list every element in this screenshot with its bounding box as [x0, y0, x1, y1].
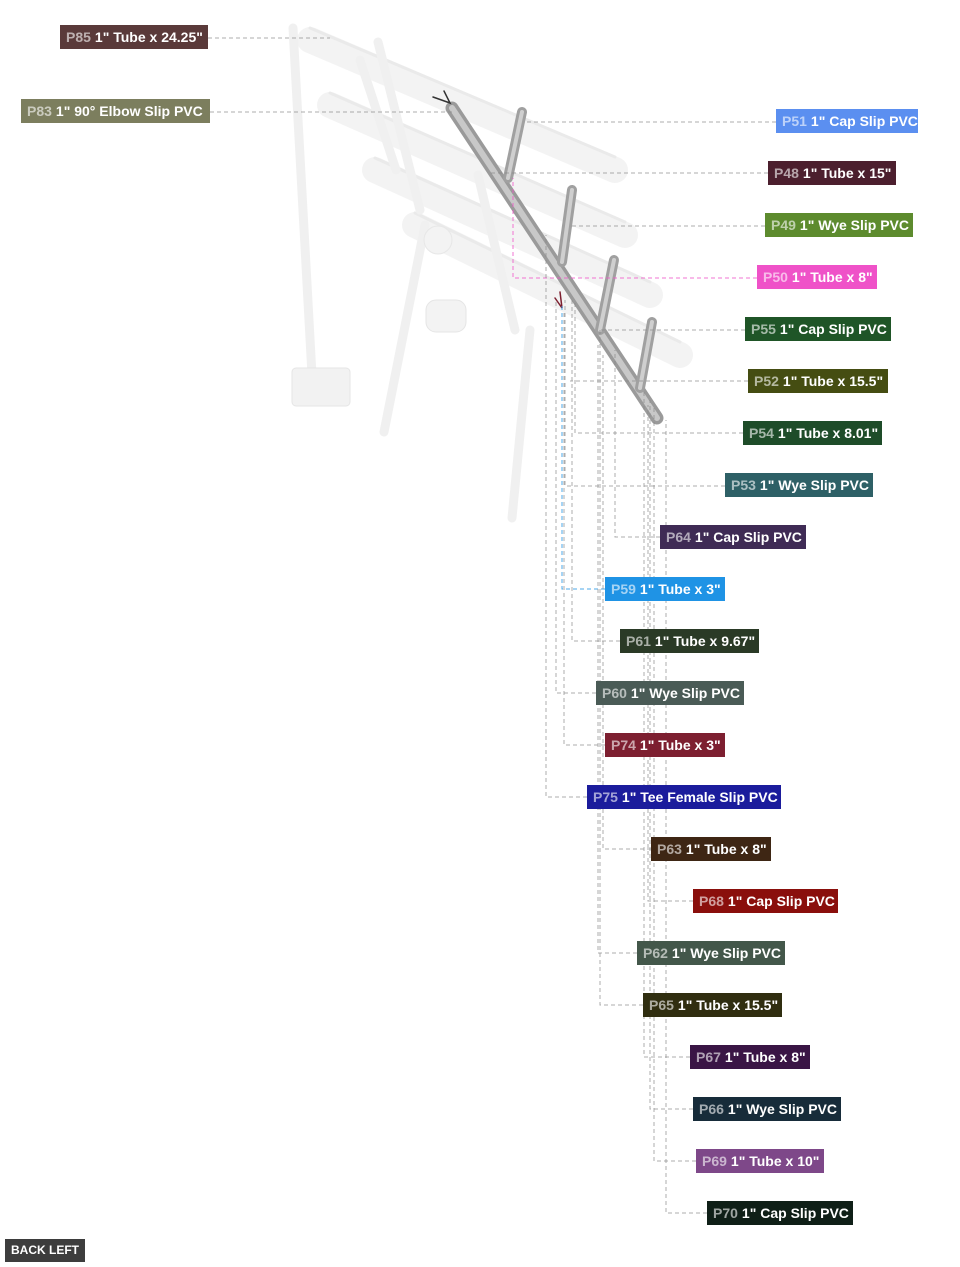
- part-description: 1" Tube x 8": [685, 841, 767, 857]
- part-description: 1" Wye Slip PVC: [671, 945, 782, 961]
- part-description: 1" Cap Slip PVC: [727, 893, 835, 909]
- part-id: P75: [593, 789, 618, 805]
- part-label-p67[interactable]: P67 1" Tube x 8": [690, 1045, 810, 1069]
- part-label-p63[interactable]: P63 1" Tube x 8": [651, 837, 771, 861]
- leader-line-p54: [574, 300, 743, 434]
- leader-line-p60: [555, 300, 596, 694]
- part-label-p69[interactable]: P69 1" Tube x 10": [696, 1149, 824, 1173]
- part-label-p75[interactable]: P75 1" Tee Female Slip PVC: [587, 785, 781, 809]
- part-label-p74[interactable]: P74 1" Tube x 3": [605, 733, 725, 757]
- leader-line-p66: [649, 400, 693, 1110]
- part-description: 1" Wye Slip PVC: [799, 217, 910, 233]
- part-label-p60[interactable]: P60 1" Wye Slip PVC: [596, 681, 744, 705]
- part-id: P60: [602, 685, 627, 701]
- part-id: P53: [731, 477, 756, 493]
- part-label-p83[interactable]: P83 1" 90° Elbow Slip PVC: [21, 99, 210, 123]
- part-label-p49[interactable]: P49 1" Wye Slip PVC: [765, 213, 913, 237]
- part-description: 1" Tube x 8": [724, 1049, 806, 1065]
- part-description: 1" Tube x 15": [802, 165, 892, 181]
- part-label-p50[interactable]: P50 1" Tube x 8": [757, 265, 877, 289]
- part-label-p70[interactable]: P70 1" Cap Slip PVC: [707, 1201, 853, 1225]
- part-id: P83: [27, 103, 52, 119]
- faded-rack-model: [288, 23, 693, 523]
- part-label-p51[interactable]: P51 1" Cap Slip PVC: [776, 109, 918, 133]
- part-label-p85[interactable]: P85 1" Tube x 24.25": [60, 25, 208, 49]
- part-label-p48[interactable]: P48 1" Tube x 15": [768, 161, 896, 185]
- part-label-p65[interactable]: P65 1" Tube x 15.5": [643, 993, 782, 1017]
- part-description: 1" Tube x 3": [639, 581, 721, 597]
- leader-line-p74: [563, 310, 605, 746]
- leader-line-p65: [599, 330, 643, 1006]
- part-description: 1" Cap Slip PVC: [779, 321, 887, 337]
- leader-line-p75: [545, 235, 587, 798]
- leader-line-p50: [512, 178, 757, 279]
- part-label-p68[interactable]: P68 1" Cap Slip PVC: [693, 889, 838, 913]
- part-label-p64[interactable]: P64 1" Cap Slip PVC: [660, 525, 806, 549]
- part-description: 1" Cap Slip PVC: [694, 529, 802, 545]
- part-id: P63: [657, 841, 682, 857]
- part-id: P65: [649, 997, 674, 1013]
- part-id: P69: [702, 1153, 727, 1169]
- part-description: 1" Cap Slip PVC: [741, 1205, 849, 1221]
- part-description: 1" Tube x 10": [730, 1153, 820, 1169]
- leader-line-p61: [571, 300, 620, 642]
- part-description: 1" Tube x 3": [639, 737, 721, 753]
- part-id: P59: [611, 581, 636, 597]
- part-description: 1" Tube x 15.5": [677, 997, 779, 1013]
- part-id: P48: [774, 165, 799, 181]
- part-description: 1" 90° Elbow Slip PVC: [55, 103, 203, 119]
- part-description: 1" Wye Slip PVC: [759, 477, 870, 493]
- part-id: P70: [713, 1205, 738, 1221]
- leader-line-p69: [653, 405, 696, 1162]
- part-description: 1" Tube x 24.25": [94, 29, 203, 45]
- part-id: P64: [666, 529, 691, 545]
- part-id: P66: [699, 1101, 724, 1117]
- part-description: 1" Tube x 15.5": [782, 373, 884, 389]
- part-label-p62[interactable]: P62 1" Wye Slip PVC: [637, 941, 785, 965]
- part-id: P68: [699, 893, 724, 909]
- part-label-p59[interactable]: P59 1" Tube x 3": [605, 577, 725, 601]
- part-id: P52: [754, 373, 779, 389]
- leader-line-p53: [564, 300, 725, 487]
- part-description: 1" Tube x 8.01": [777, 425, 879, 441]
- part-label-p53[interactable]: P53 1" Wye Slip PVC: [725, 473, 873, 497]
- part-description: 1" Tee Female Slip PVC: [621, 789, 778, 805]
- part-description: 1" Wye Slip PVC: [630, 685, 741, 701]
- part-id: P61: [626, 633, 651, 649]
- part-label-p66[interactable]: P66 1" Wye Slip PVC: [693, 1097, 841, 1121]
- part-description: 1" Tube x 9.67": [654, 633, 756, 649]
- part-description: 1" Wye Slip PVC: [727, 1101, 838, 1117]
- leader-lines: [208, 37, 776, 1214]
- leader-line-p64: [614, 350, 660, 538]
- part-id: P85: [66, 29, 91, 45]
- leader-line-p68: [647, 405, 693, 902]
- part-label-p55[interactable]: P55 1" Cap Slip PVC: [745, 317, 891, 341]
- part-description: 1" Cap Slip PVC: [810, 113, 918, 129]
- back-left-view-button[interactable]: BACK LEFT: [5, 1239, 85, 1262]
- part-label-p54[interactable]: P54 1" Tube x 8.01": [743, 421, 882, 445]
- part-id: P50: [763, 269, 788, 285]
- part-id: P74: [611, 737, 636, 753]
- leader-line-p63: [602, 355, 651, 850]
- part-id: P55: [751, 321, 776, 337]
- part-id: P49: [771, 217, 796, 233]
- part-id: P62: [643, 945, 668, 961]
- leader-line-p59: [561, 305, 605, 590]
- leader-line-p67: [643, 390, 690, 1058]
- leader-line-p62: [597, 345, 637, 954]
- part-id: P54: [749, 425, 774, 441]
- part-label-p61[interactable]: P61 1" Tube x 9.67": [620, 629, 759, 653]
- part-id: P67: [696, 1049, 721, 1065]
- part-id: P51: [782, 113, 807, 129]
- highlighted-assembly: [432, 90, 664, 425]
- part-description: 1" Tube x 8": [791, 269, 873, 285]
- part-label-p52[interactable]: P52 1" Tube x 15.5": [748, 369, 888, 393]
